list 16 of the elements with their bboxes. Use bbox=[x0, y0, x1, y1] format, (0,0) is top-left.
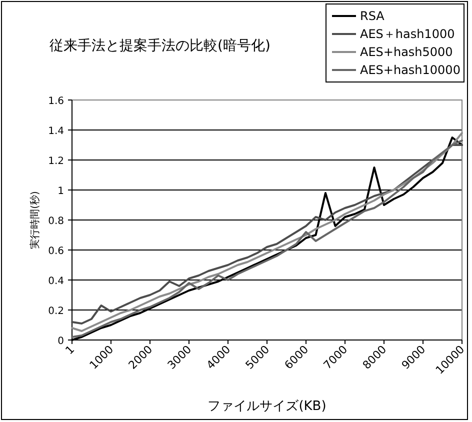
x-axis-title: ファイルサイズ(KB) bbox=[208, 399, 326, 414]
y-tick-label: 1.2 bbox=[48, 156, 64, 167]
y-tick-label: 1 bbox=[58, 186, 64, 197]
y-tick-label: 1.4 bbox=[48, 126, 64, 137]
legend-label: AES＋hash1000 bbox=[360, 27, 455, 41]
y-axis-title: 実行時間(秒) bbox=[29, 191, 41, 249]
chart-title: 従来手法と提案手法の比較(暗号化) bbox=[50, 37, 270, 54]
y-tick-label: 1.6 bbox=[48, 96, 64, 107]
legend-label: AES+hash5000 bbox=[360, 45, 453, 59]
y-tick-label: 0.6 bbox=[48, 246, 64, 257]
y-tick-label: 0 bbox=[58, 336, 64, 347]
y-tick-label: 0.4 bbox=[48, 276, 64, 287]
legend-label: RSA bbox=[360, 9, 386, 23]
legend-label: AES+hash10000 bbox=[360, 63, 460, 77]
y-tick-label: 0.8 bbox=[48, 216, 64, 227]
y-tick-label: 0.2 bbox=[48, 306, 64, 317]
